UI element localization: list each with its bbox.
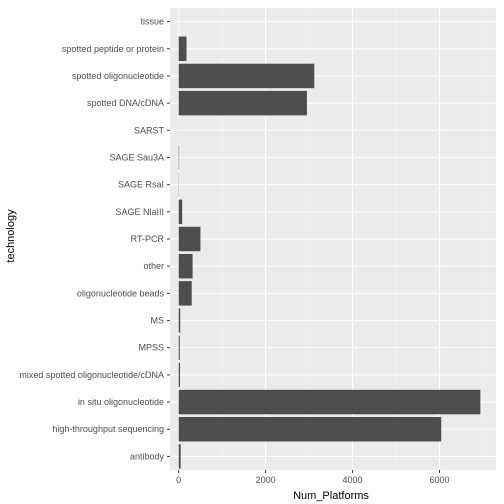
- bar: [178, 90, 307, 116]
- bar: [178, 362, 180, 388]
- y-tick-label: SARST: [134, 125, 165, 135]
- y-tick-label: other: [143, 261, 164, 271]
- y-tick-label: spotted DNA/cDNA: [87, 98, 164, 108]
- bars-group: [178, 9, 481, 469]
- bar: [178, 199, 183, 225]
- x-tick-label: 0: [176, 475, 181, 485]
- bar: [178, 444, 181, 469]
- bar: [178, 308, 181, 333]
- y-tick-label: oligonucleotide beads: [77, 288, 165, 298]
- y-tick-label: MPSS: [138, 343, 164, 353]
- x-tick-label: 2000: [256, 475, 276, 485]
- x-axis: 0 2000 4000 6000: [176, 470, 450, 485]
- bar: [178, 417, 442, 442]
- y-axis: antibody high-throughput sequencing in sit…: [19, 17, 170, 461]
- y-tick-label: RT-PCR: [131, 234, 165, 244]
- bar: [178, 335, 180, 360]
- y-tick-label: in situ oligonucleotide: [78, 397, 164, 407]
- bar: [178, 281, 192, 306]
- y-tick-label: SAGE RsaI: [118, 180, 164, 190]
- y-tick-label: spotted oligonucleotide: [72, 71, 164, 81]
- bar: [178, 389, 481, 415]
- y-tick-label: mixed spotted oligonucleotide/cDNA: [19, 370, 164, 380]
- y-tick-label: antibody: [130, 451, 165, 461]
- bar: [178, 36, 187, 61]
- x-axis-title: Num_Platforms: [293, 490, 369, 502]
- y-tick-label: SAGE Sau3A: [109, 152, 164, 162]
- bar: [178, 63, 315, 89]
- y-axis-title: technology: [5, 209, 17, 263]
- x-tick-label: 6000: [429, 475, 449, 485]
- y-tick-label: spotted peptide or protein: [62, 44, 164, 54]
- y-tick-label: MS: [151, 316, 165, 326]
- x-tick-label: 4000: [343, 475, 363, 485]
- y-tick-label: high-throughput sequencing: [52, 424, 164, 434]
- bar: [178, 253, 193, 279]
- bar: [178, 226, 201, 252]
- y-tick-label: SAGE NlaIII: [115, 207, 164, 217]
- y-tick-label: tissue: [140, 17, 164, 27]
